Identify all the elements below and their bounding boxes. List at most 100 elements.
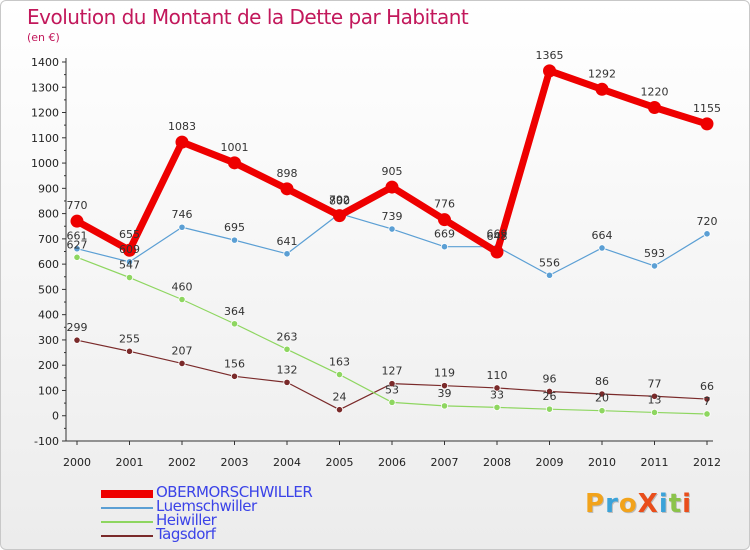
data-point (178, 295, 186, 304)
x-tick-label: 2003 (221, 456, 249, 469)
data-point (385, 180, 399, 194)
data-point (333, 209, 346, 223)
data-label: 110 (487, 369, 508, 382)
x-tick-label: 2000 (63, 456, 91, 469)
x-tick-label: 2001 (116, 456, 144, 469)
x-tick-label: 2009 (536, 456, 564, 469)
data-point (440, 402, 449, 410)
data-label: 33 (490, 388, 504, 401)
data-label: 119 (434, 367, 455, 380)
data-point (123, 243, 136, 257)
series-tagsdorf (73, 336, 711, 414)
data-point (598, 407, 606, 415)
data-label: 26 (543, 390, 557, 403)
data-label: 263 (277, 330, 298, 343)
x-tick-label: 2002 (168, 456, 196, 469)
legend-swatch (101, 521, 153, 523)
data-label: 547 (119, 259, 140, 272)
data-point (230, 236, 239, 244)
data-label: 792 (329, 194, 350, 207)
data-point (545, 387, 554, 396)
data-point (650, 262, 659, 270)
data-label: 77 (648, 377, 662, 390)
data-label: 661 (67, 230, 88, 243)
logo-letter: i (682, 489, 693, 519)
legend-swatch (101, 507, 153, 509)
data-point (178, 223, 186, 231)
chart-title: Evolution du Montant de la Dette par Hab… (27, 5, 469, 29)
y-tick-label: 200 (38, 359, 59, 372)
y-tick-label: 800 (38, 208, 59, 221)
data-label: 1001 (221, 141, 249, 154)
y-tick-label: 900 (38, 182, 59, 195)
legend-swatch (101, 490, 153, 498)
proxiti-logo: ProXiti (585, 489, 692, 519)
data-point (650, 408, 659, 417)
data-label: 364 (224, 305, 245, 318)
data-label: 299 (67, 321, 88, 334)
data-label: 1292 (588, 67, 616, 80)
data-label: 86 (595, 375, 609, 388)
data-label: 7 (704, 395, 711, 408)
data-label: 655 (119, 228, 140, 241)
data-point (335, 406, 344, 414)
data-label: 739 (382, 210, 403, 223)
data-label: 641 (277, 235, 298, 248)
data-point (598, 244, 606, 252)
data-point (703, 395, 711, 403)
data-point (70, 214, 84, 228)
axes: -100 0 100 200 300 400 500 600 700 800 900 1000 1100… (31, 56, 721, 469)
data-label: 1155 (693, 102, 721, 115)
data-point (283, 250, 291, 258)
data-label: 1365 (536, 49, 564, 62)
data-point (490, 245, 504, 259)
data-label: 556 (539, 256, 560, 269)
data-label: 127 (382, 365, 403, 378)
data-label: 255 (119, 332, 140, 345)
data-point (230, 320, 239, 328)
data-label: 720 (697, 215, 718, 228)
data-point (700, 117, 714, 131)
data-point (283, 345, 291, 353)
data-label: 669 (487, 228, 508, 241)
data-point (595, 82, 609, 96)
data-point (543, 64, 556, 78)
x-tick-label: 2007 (431, 456, 459, 469)
x-tick-label: 2010 (588, 456, 616, 469)
data-label: 66 (700, 380, 714, 393)
y-tick-label: 300 (38, 334, 59, 347)
series-line (73, 67, 711, 256)
logo-letter: t (668, 489, 683, 519)
y-tick-label: 1300 (31, 81, 59, 94)
data-label: 609 (119, 243, 140, 256)
data-point (388, 398, 396, 406)
data-point (230, 372, 239, 380)
data-label: 53 (385, 383, 399, 396)
data-point (125, 258, 134, 266)
x-tick-label: 2011 (641, 456, 669, 469)
data-label: 695 (224, 221, 245, 234)
y-tick-label: 1400 (31, 56, 59, 69)
data-point (648, 100, 661, 114)
logo-letter: o (618, 489, 638, 519)
data-point (228, 156, 241, 170)
data-point (125, 347, 134, 355)
data-label: 207 (172, 344, 193, 357)
data-point (493, 403, 501, 411)
series-obermorschwiller (70, 64, 714, 259)
data-point (73, 253, 81, 261)
legend-label: OBERMORSCHWILLER (156, 483, 313, 501)
x-tick-label: 2004 (273, 456, 301, 469)
legend-swatch (101, 535, 153, 537)
data-point (545, 405, 554, 413)
data-point (73, 336, 81, 344)
data-label: 20 (595, 392, 609, 405)
legend-label: Luemschwiller (156, 497, 257, 515)
y-tick-label: 500 (38, 283, 59, 296)
data-point (438, 213, 451, 227)
y-tick-label: 700 (38, 233, 59, 246)
data-label: 776 (434, 198, 455, 211)
data-point (493, 384, 501, 392)
